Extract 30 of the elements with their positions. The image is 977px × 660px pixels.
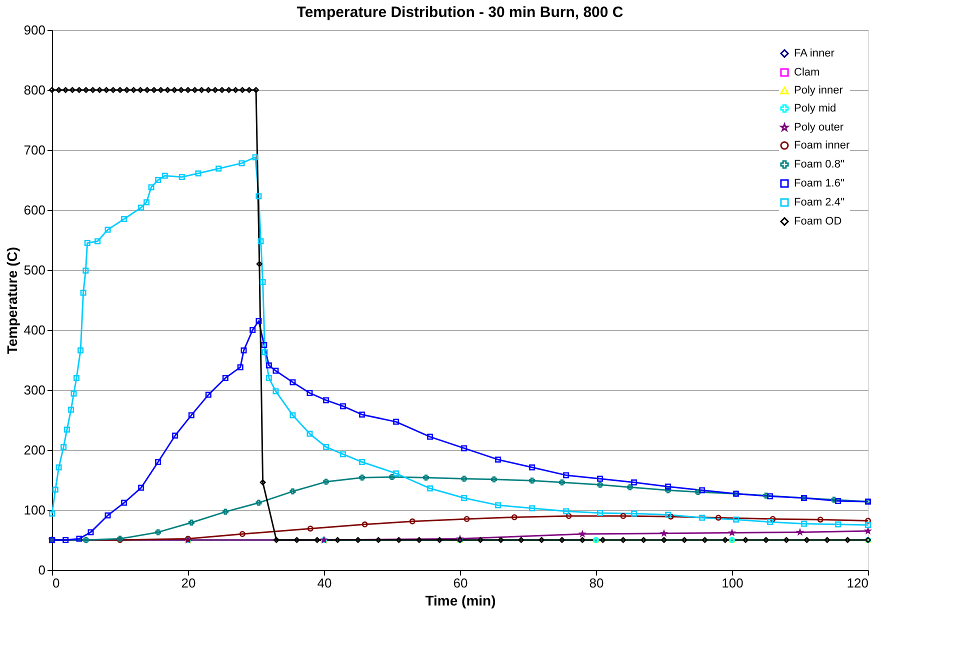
legend-label: Poly mid (794, 102, 836, 114)
chart-title: Temperature Distribution - 30 min Burn, 800 C (296, 4, 624, 21)
x-tick-label: 20 (181, 576, 196, 590)
y-tick-label: 400 (24, 322, 46, 338)
legend-label: Foam 0.8" (794, 158, 844, 170)
legend-label: Foam 2.4" (794, 196, 844, 208)
legend-label: Poly inner (794, 84, 844, 96)
legend-label: Foam inner (794, 140, 850, 152)
x-tick-label: 60 (453, 576, 468, 590)
y-tick-label: 100 (24, 502, 46, 518)
y-tick-label: 500 (24, 262, 46, 278)
y-tick-label: 900 (24, 22, 46, 38)
legend-label: Foam OD (794, 216, 842, 228)
y-tick-label: 0 (38, 562, 46, 578)
legend-label: Poly outer (794, 122, 844, 134)
y-tick-label: 200 (24, 442, 46, 458)
y-tick-label: 600 (24, 202, 46, 218)
y-tick-label: 800 (24, 82, 46, 98)
x-tick-label: 100 (722, 576, 744, 590)
y-axis-title: Temperature (C) (4, 246, 20, 354)
x-tick-label: 80 (589, 576, 604, 590)
y-tick-label: 700 (24, 142, 46, 158)
x-axis-title: Time (min) (425, 592, 496, 608)
x-tick-label: 120 (846, 576, 868, 590)
legend-label: Foam 1.6" (794, 178, 844, 190)
legend-label: Clam (794, 66, 820, 78)
x-tick-label: 40 (317, 576, 332, 590)
x-tick-label: 0 (52, 576, 60, 590)
y-tick-label: 300 (24, 382, 46, 398)
legend-label: FA inner (794, 48, 835, 60)
